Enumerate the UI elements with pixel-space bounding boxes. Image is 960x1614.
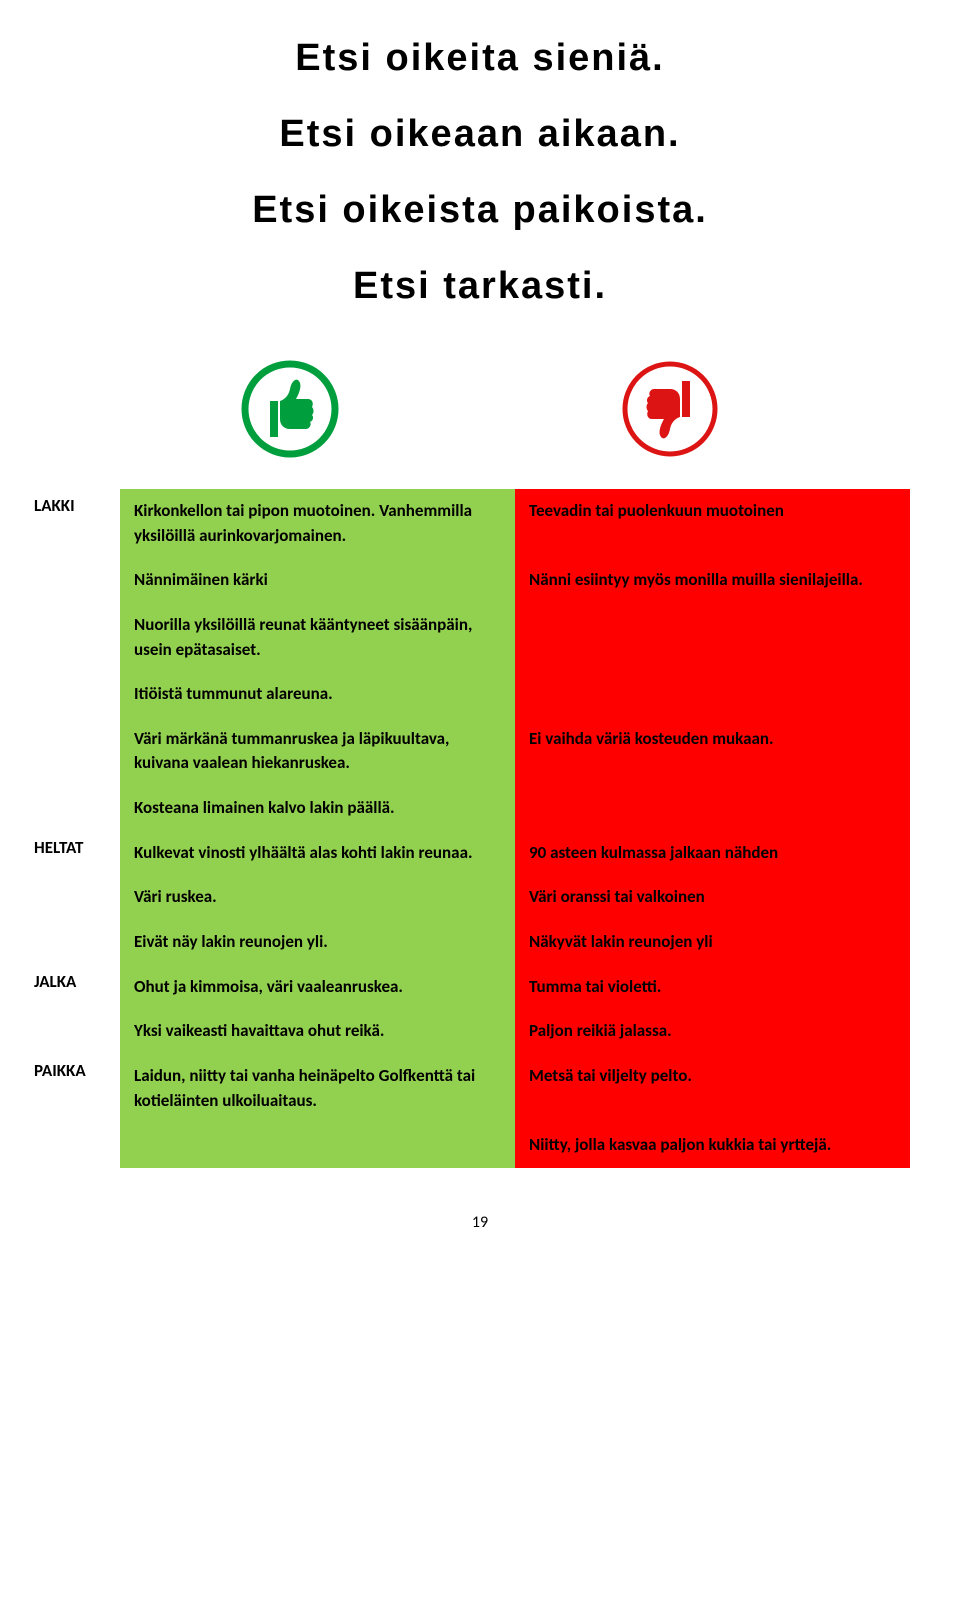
green-cell: Kulkevat vinosti ylhäältä alas kohti lak… [120,831,515,876]
table-row: Itiöistä tummunut alareuna. [30,672,930,717]
table-row: Yksi vaikeasti havaittava ohut reikä.Pal… [30,1009,930,1054]
table-row: Väri ruskea.Väri oranssi tai valkoinen [30,875,930,920]
red-cell [515,672,910,717]
comparison-table: LAKKIKirkonkellon tai pipon muotoinen. V… [30,489,930,1168]
red-cell: Teevadin tai puolenkuun muotoinen [515,489,910,558]
table-row: JALKAOhut ja kimmoisa, väri vaaleanruske… [30,965,930,1010]
row-label [30,603,120,672]
heading-line-1: Etsi oikeita sieniä. [30,20,930,96]
red-cell: Niitty, jolla kasvaa paljon kukkia tai y… [515,1123,910,1168]
red-cell: Ei vaihda väriä kosteuden mukaan. [515,717,910,786]
row-label: JALKA [30,965,120,1010]
red-cell [515,786,910,831]
heading-block: Etsi oikeita sieniä. Etsi oikeaan aikaan… [30,20,930,324]
row-label: HELTAT [30,831,120,876]
green-cell: Nännimäinen kärki [120,558,515,603]
heading-line-4: Etsi tarkasti. [30,248,930,324]
row-label [30,875,120,920]
page-number: 19 [30,1213,930,1232]
heading-line-3: Etsi oikeista paikoista. [30,172,930,248]
thumbs-down-icon [620,359,720,459]
row-label [30,786,120,831]
green-cell: Laidun, niitty tai vanha heinäpelto Golf… [120,1054,515,1123]
green-cell: Yksi vaikeasti havaittava ohut reikä. [120,1009,515,1054]
table-row: Nuorilla yksilöillä reunat kääntyneet si… [30,603,930,672]
row-label [30,1123,120,1168]
red-cell: Tumma tai violetti. [515,965,910,1010]
table-row: HELTATKulkevat vinosti ylhäältä alas koh… [30,831,930,876]
red-cell: Nänni esiintyy myös monilla muilla sieni… [515,558,910,603]
red-cell: Metsä tai viljelty pelto. [515,1054,910,1123]
row-label: LAKKI [30,489,120,558]
table-row: Kosteana limainen kalvo lakin päällä. [30,786,930,831]
green-cell: Kirkonkellon tai pipon muotoinen. Vanhem… [120,489,515,558]
green-cell [120,1123,515,1168]
red-cell [515,603,910,672]
row-label [30,1009,120,1054]
table-row: PAIKKALaidun, niitty tai vanha heinäpelt… [30,1054,930,1123]
red-cell: 90 asteen kulmassa jalkaan nähden [515,831,910,876]
heading-line-2: Etsi oikeaan aikaan. [30,96,930,172]
table-row: Eivät näy lakin reunojen yli.Näkyvät lak… [30,920,930,965]
green-cell: Ohut ja kimmoisa, väri vaaleanruskea. [120,965,515,1010]
red-cell: Paljon reikiä jalassa. [515,1009,910,1054]
row-label [30,558,120,603]
table-row: Nännimäinen kärkiNänni esiintyy myös mon… [30,558,930,603]
red-cell: Väri oranssi tai valkoinen [515,875,910,920]
green-cell: Väri ruskea. [120,875,515,920]
row-label: PAIKKA [30,1054,120,1123]
green-cell: Kosteana limainen kalvo lakin päällä. [120,786,515,831]
table-row: LAKKIKirkonkellon tai pipon muotoinen. V… [30,489,930,558]
green-cell: Eivät näy lakin reunojen yli. [120,920,515,965]
green-cell: Nuorilla yksilöillä reunat kääntyneet si… [120,603,515,672]
table-row: Niitty, jolla kasvaa paljon kukkia tai y… [30,1123,930,1168]
green-cell: Väri märkänä tummanruskea ja läpikuultav… [120,717,515,786]
row-label [30,717,120,786]
table-row: Väri märkänä tummanruskea ja läpikuultav… [30,717,930,786]
row-label [30,920,120,965]
green-cell: Itiöistä tummunut alareuna. [120,672,515,717]
thumbs-up-icon [240,359,340,459]
red-cell: Näkyvät lakin reunojen yli [515,920,910,965]
row-label [30,672,120,717]
icons-row [30,359,930,459]
